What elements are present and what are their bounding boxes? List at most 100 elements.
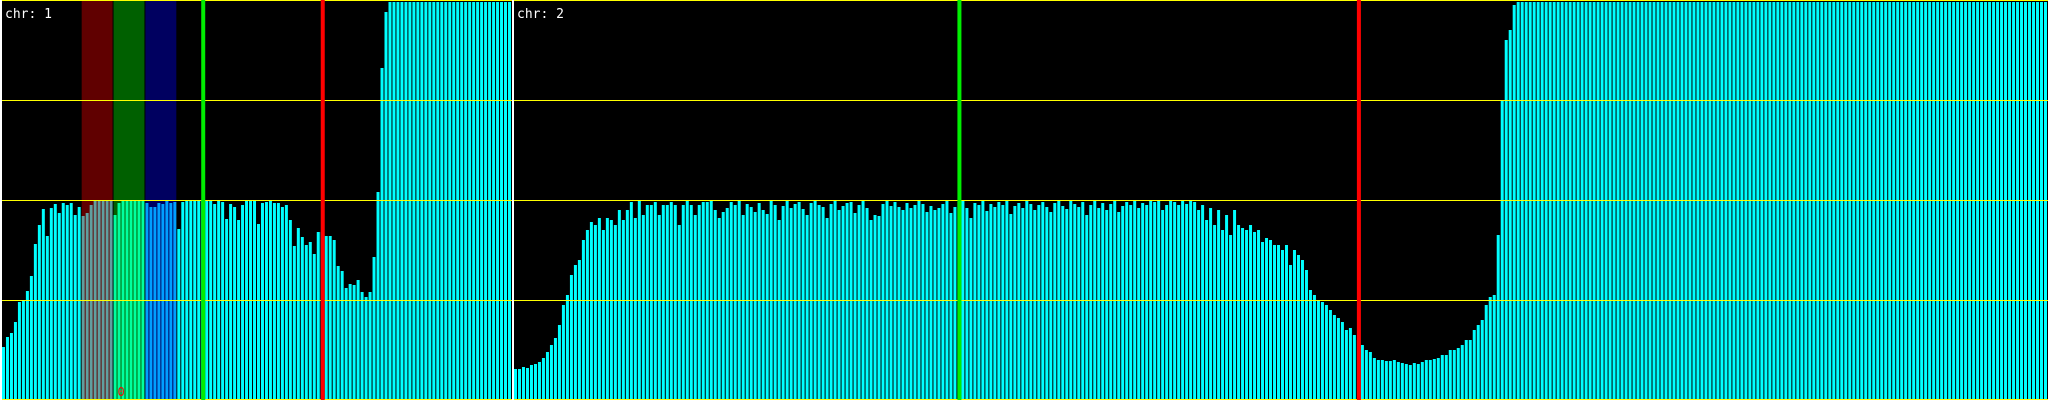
coverage-bar	[897, 207, 901, 400]
coverage-bar	[153, 207, 157, 400]
coverage-bar	[969, 218, 973, 400]
coverage-bar	[801, 209, 805, 400]
coverage-bar	[1436, 358, 1440, 400]
coverage-bar	[229, 204, 233, 400]
red-marker-line	[320, 0, 325, 400]
coverage-bar	[1085, 215, 1089, 400]
coverage-bar	[1217, 210, 1221, 400]
coverage-bar	[237, 220, 241, 400]
coverage-bar	[9, 333, 13, 400]
coverage-bar	[793, 204, 797, 400]
coverage-bar	[1165, 205, 1169, 400]
coverage-bar	[533, 364, 537, 400]
coverage-bar	[1205, 220, 1209, 400]
coverage-bar	[1500, 100, 1504, 400]
coverage-bar	[1408, 365, 1412, 400]
coverage-bar	[368, 292, 372, 400]
coverage-bar	[41, 209, 45, 400]
coverage-bar	[1117, 212, 1121, 400]
coverage-bar	[1444, 355, 1448, 400]
coverage-bar	[1261, 242, 1265, 400]
coverage-bar	[953, 207, 957, 400]
coverage-bar	[1440, 355, 1444, 400]
coverage-bar	[1484, 305, 1488, 400]
coverage-bar	[17, 302, 21, 400]
coverage-bar	[53, 204, 57, 400]
coverage-bar	[352, 285, 356, 400]
gridline	[0, 300, 2048, 301]
coverage-bar	[1304, 270, 1308, 400]
coverage-bar	[601, 230, 605, 400]
coverage-bar	[85, 213, 89, 400]
coverage-bar	[149, 207, 153, 400]
coverage-bar	[677, 225, 681, 400]
coverage-bar	[1141, 203, 1145, 400]
coverage-bar	[589, 222, 593, 400]
coverage-bar	[145, 203, 149, 400]
coverage-bar	[1492, 295, 1496, 400]
coverage-bar	[49, 208, 53, 400]
coverage-bar	[1416, 364, 1420, 400]
coverage-bar	[837, 210, 841, 400]
coverage-bar	[1480, 320, 1484, 400]
coverage-bar	[569, 275, 573, 400]
coverage-bar	[380, 68, 384, 400]
coverage-bar	[625, 210, 629, 400]
coverage-bar	[1121, 206, 1125, 400]
coverage-bar	[613, 225, 617, 400]
coverage-bar	[376, 192, 380, 400]
coverage-bar	[909, 208, 913, 400]
coverage-bar	[1328, 310, 1332, 400]
annotation-label: 0	[118, 385, 125, 399]
coverage-bar	[521, 367, 525, 400]
coverage-bar	[161, 204, 165, 400]
coverage-bar	[1428, 360, 1432, 400]
coverage-bar	[1288, 265, 1292, 400]
coverage-bar	[233, 207, 237, 400]
green-marker-line	[957, 0, 962, 400]
coverage-bar	[1077, 207, 1081, 400]
coverage-bar	[1372, 358, 1376, 400]
coverage-bar	[13, 322, 17, 400]
coverage-bar	[921, 204, 925, 400]
coverage-bar	[332, 240, 336, 400]
coverage-bar	[1065, 209, 1069, 400]
coverage-bar	[1388, 361, 1392, 400]
coverage-bar	[973, 203, 977, 400]
coverage-bar	[1496, 235, 1500, 400]
coverage-bar	[514, 369, 517, 400]
coverage-bar	[1053, 203, 1057, 400]
coverage-bar	[336, 266, 340, 400]
coverage-bar	[1225, 215, 1229, 400]
coverage-bar	[1221, 230, 1225, 400]
coverage-bar	[933, 210, 937, 400]
coverage-bar	[681, 205, 685, 400]
panel-label-chr1: chr: 1	[5, 7, 52, 22]
coverage-bar	[1376, 360, 1380, 400]
coverage-bar	[1253, 232, 1257, 400]
coverage-bar	[29, 276, 33, 400]
coverage-bar	[364, 297, 368, 400]
red-marker-line	[1356, 0, 1361, 400]
coverage-bar	[89, 205, 93, 400]
coverage-bar	[753, 212, 757, 400]
coverage-bar	[621, 220, 625, 400]
coverage-bar	[1013, 206, 1017, 400]
coverage-bar	[1292, 250, 1296, 400]
coverage-bar	[689, 205, 693, 400]
coverage-bar	[525, 368, 529, 400]
coverage-bar	[777, 220, 781, 400]
coverage-bar	[1101, 203, 1105, 400]
coverage-bar	[789, 208, 793, 400]
coverage-bar	[817, 205, 821, 400]
coverage-bar	[649, 205, 653, 400]
coverage-bar	[993, 207, 997, 400]
coverage-bar	[356, 280, 360, 400]
coverage-bar	[316, 232, 320, 400]
coverage-bar	[989, 204, 993, 400]
coverage-bar	[117, 203, 121, 400]
coverage-bar	[857, 205, 861, 400]
coverage-bar	[585, 230, 589, 400]
coverage-bar	[841, 206, 845, 400]
coverage-bar	[1177, 205, 1181, 400]
